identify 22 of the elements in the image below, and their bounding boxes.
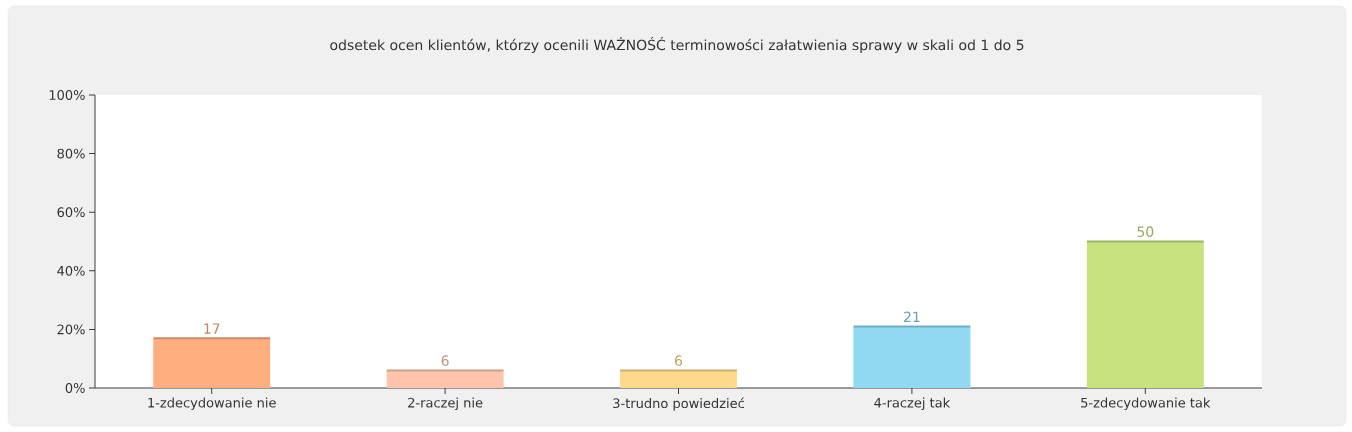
bar xyxy=(1086,241,1204,388)
y-tick-label: 80% xyxy=(57,148,85,159)
data-label: 50 xyxy=(1137,226,1154,237)
data-label: 21 xyxy=(904,311,920,322)
y-tick-label: 20% xyxy=(57,324,85,335)
data-label: 17 xyxy=(204,323,220,334)
x-tick-label: 5-zdecydowanie tak xyxy=(1081,397,1211,411)
x-tick-label: 1-zdecydowanie nie xyxy=(148,397,276,411)
y-tick-label: 40% xyxy=(57,265,85,276)
x-tick-label: 3-trudno powiedzieć xyxy=(613,397,744,411)
bar xyxy=(620,370,737,388)
x-tick-label: 4-raczej tak xyxy=(874,397,951,411)
data-label: 6 xyxy=(675,355,683,366)
bar xyxy=(153,338,271,388)
y-tick-label: 100% xyxy=(49,90,85,100)
bar xyxy=(386,370,504,388)
y-tick-label: 0% xyxy=(65,383,85,393)
bar xyxy=(853,326,971,388)
x-tick-label: 2-raczej nie xyxy=(408,397,483,411)
data-label: 6 xyxy=(441,355,449,366)
y-tick-label: 60% xyxy=(57,207,85,218)
chart-title: odsetek ocen klientów, którzy ocenili WAŻNOŚĆ terminowości załatwienia sprawy w skali od 1 do 5 xyxy=(330,37,1024,53)
